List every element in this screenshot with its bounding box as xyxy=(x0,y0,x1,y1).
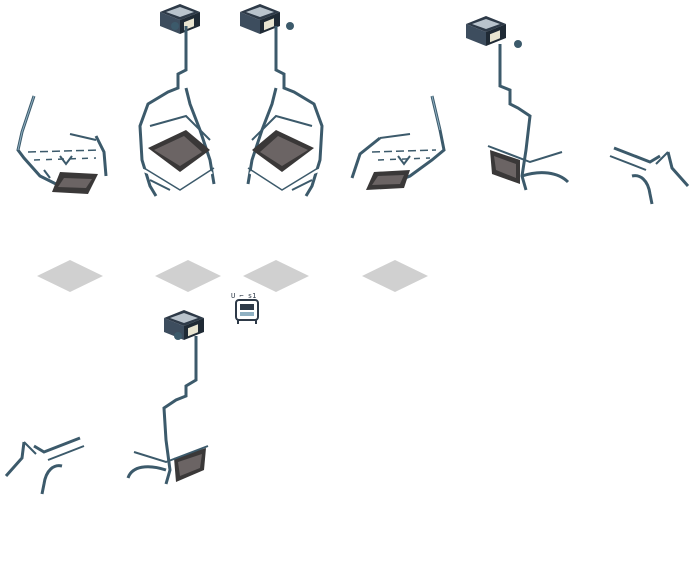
floor-shadow-tile-4 xyxy=(362,260,428,292)
floor-shadow-tile-1 xyxy=(37,260,103,292)
chair-hanging-side-right-sprite xyxy=(466,16,570,191)
chairlift-icon: U ⌐ s1 xyxy=(231,292,259,324)
floor-shadow-tile-2 xyxy=(155,260,221,292)
chair-frame-back-left-sprite xyxy=(16,95,108,194)
chair-hanging-side-left-sprite xyxy=(126,310,209,485)
floor-shadow-tile-3 xyxy=(243,260,309,292)
chair-frame-partial-left-sprite xyxy=(4,436,85,495)
chairlift-icon-text: U ⌐ s1 xyxy=(231,292,256,300)
chair-frame-back-right-sprite xyxy=(350,95,446,190)
chair-hanging-front-left-sprite xyxy=(138,4,216,197)
chair-frame-partial-right-sprite xyxy=(609,146,690,205)
chair-hanging-front-right-sprite xyxy=(240,4,324,197)
